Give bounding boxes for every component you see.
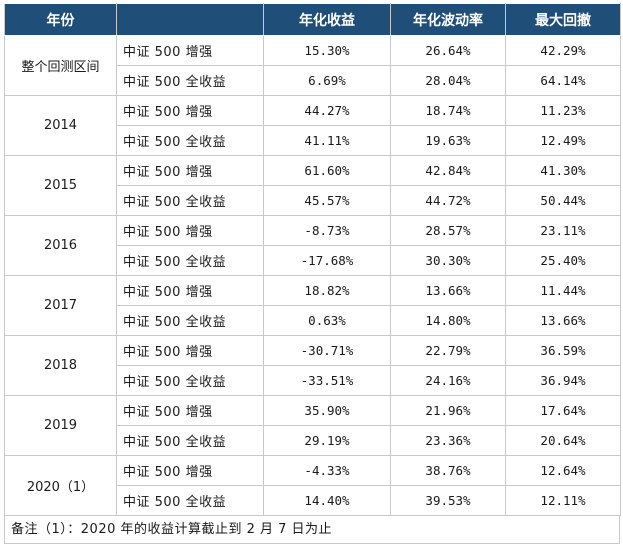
annual-return-cell: 18.82%: [263, 275, 391, 306]
annual-volatility-cell: 42.84%: [390, 155, 506, 186]
annual-volatility-cell: 21.96%: [390, 395, 506, 426]
annual-return-cell: -33.51%: [263, 365, 391, 396]
annual-volatility-cell: 13.66%: [390, 275, 506, 306]
table-row: 中证 500 全收益 6.69% 28.04% 64.14%: [5, 65, 621, 96]
fund-name-cell: 中证 500 全收益: [116, 305, 264, 336]
annual-return-cell: 14.40%: [263, 485, 391, 516]
period-cell: 2020（1）: [4, 455, 117, 516]
annual-volatility-cell: 30.30%: [390, 245, 506, 276]
table-row: 2020（1） 中证 500 增强 -4.33% 38.76% 12.64%: [4, 455, 621, 516]
table-row: 整个回测区间 中证 500 增强 15.30% 26.64% 42.29%: [4, 35, 621, 96]
fund-name-cell: 中证 500 增强: [116, 335, 264, 366]
table-body: 整个回测区间 中证 500 增强 15.30% 26.64% 42.29% 中证 500 …: [4, 35, 621, 516]
fund-name-cell: 中证 500 增强: [116, 455, 264, 486]
max-drawdown-cell: 64.14%: [505, 65, 621, 96]
table-row: 中证 500 全收益 45.57% 44.72% 50.44%: [5, 185, 621, 216]
annual-volatility-cell: 44.72%: [390, 185, 506, 216]
fund-name-cell: 中证 500 增强: [116, 395, 264, 426]
annual-volatility-cell: 38.76%: [390, 455, 506, 486]
period-cell: 2019: [4, 395, 117, 456]
fund-name-cell: 中证 500 全收益: [116, 365, 264, 396]
max-drawdown-cell: 12.11%: [505, 485, 621, 516]
annual-return-cell: 29.19%: [263, 425, 391, 456]
header-max-drawdown: 最大回撤: [505, 3, 621, 36]
table-row: 中证 500 全收益 41.11% 19.63% 12.49%: [5, 125, 621, 156]
annual-return-cell: -8.73%: [263, 215, 391, 246]
header-annual-return: 年化收益: [263, 3, 391, 36]
fund-name-cell: 中证 500 增强: [116, 155, 264, 186]
period-cell: 整个回测区间: [4, 35, 117, 96]
max-drawdown-cell: 36.94%: [505, 365, 621, 396]
fund-name-cell: 中证 500 全收益: [116, 425, 264, 456]
header-row: 年份 年化收益 年化波动率 最大回撤: [4, 3, 621, 36]
annual-volatility-cell: 26.64%: [390, 35, 506, 66]
annual-return-cell: 15.30%: [263, 35, 391, 66]
annual-volatility-cell: 22.79%: [390, 335, 506, 366]
period-cell: 2018: [4, 335, 117, 396]
fund-name-cell: 中证 500 全收益: [116, 485, 264, 516]
annual-volatility-cell: 19.63%: [390, 125, 506, 156]
table-row: 中证 500 全收益 -33.51% 24.16% 36.94%: [5, 365, 621, 396]
table-row: 2018 中证 500 增强 -30.71% 22.79% 36.59%: [4, 335, 621, 396]
period-cell: 2017: [4, 275, 117, 336]
table-row: 中证 500 全收益 14.40% 39.53% 12.11%: [5, 485, 621, 516]
max-drawdown-cell: 20.64%: [505, 425, 621, 456]
annual-return-cell: 6.69%: [263, 65, 391, 96]
performance-table-container: 年份 年化收益 年化波动率 最大回撤 整个回测区间 中证 500 增强 15.30%…: [4, 3, 621, 544]
max-drawdown-cell: 12.49%: [505, 125, 621, 156]
header-annual-volatility: 年化波动率: [390, 3, 506, 36]
max-drawdown-cell: 13.66%: [505, 305, 621, 336]
annual-return-cell: 35.90%: [263, 395, 391, 426]
fund-name-cell: 中证 500 全收益: [116, 65, 264, 96]
annual-return-cell: 0.63%: [263, 305, 391, 336]
table-row: 中证 500 全收益 0.63% 14.80% 13.66%: [5, 305, 621, 336]
table-row: 2017 中证 500 增强 18.82% 13.66% 11.44%: [4, 275, 621, 336]
table-row: 中证 500 全收益 -17.68% 30.30% 25.40%: [5, 245, 621, 276]
max-drawdown-cell: 25.40%: [505, 245, 621, 276]
annual-return-cell: 45.57%: [263, 185, 391, 216]
table-row: 2015 中证 500 增强 61.60% 42.84% 41.30%: [4, 155, 621, 216]
table-row: 2019 中证 500 增强 35.90% 21.96% 17.64%: [4, 395, 621, 456]
annual-volatility-cell: 24.16%: [390, 365, 506, 396]
header-year: 年份: [4, 3, 117, 36]
period-cell: 2015: [4, 155, 117, 216]
max-drawdown-cell: 41.30%: [505, 155, 621, 186]
table-header: 年份 年化收益 年化波动率 最大回撤: [4, 3, 621, 36]
annual-volatility-cell: 18.74%: [390, 95, 506, 126]
annual-volatility-cell: 28.57%: [390, 215, 506, 246]
annual-return-cell: -17.68%: [263, 245, 391, 276]
footnote: 备注（1）：2020 年的收益计算截止到 2 月 7 日为止: [4, 516, 620, 544]
annual-return-cell: -4.33%: [263, 455, 391, 486]
annual-return-cell: 44.27%: [263, 95, 391, 126]
annual-volatility-cell: 23.36%: [390, 425, 506, 456]
fund-name-cell: 中证 500 全收益: [116, 185, 264, 216]
fund-name-cell: 中证 500 全收益: [116, 245, 264, 276]
max-drawdown-cell: 11.44%: [505, 275, 621, 306]
annual-return-cell: 41.11%: [263, 125, 391, 156]
max-drawdown-cell: 50.44%: [505, 185, 621, 216]
table-row: 2014 中证 500 增强 44.27% 18.74% 11.23%: [4, 95, 621, 156]
fund-name-cell: 中证 500 增强: [116, 35, 264, 66]
max-drawdown-cell: 17.64%: [505, 395, 621, 426]
max-drawdown-cell: 23.11%: [505, 215, 621, 246]
fund-name-cell: 中证 500 增强: [116, 275, 264, 306]
period-cell: 2014: [4, 95, 117, 156]
header-fund: [116, 3, 264, 36]
annual-return-cell: -30.71%: [263, 335, 391, 366]
max-drawdown-cell: 11.23%: [505, 95, 621, 126]
max-drawdown-cell: 36.59%: [505, 335, 621, 366]
max-drawdown-cell: 42.29%: [505, 35, 621, 66]
annual-volatility-cell: 28.04%: [390, 65, 506, 96]
performance-table: 年份 年化收益 年化波动率 最大回撤 整个回测区间 中证 500 增强 15.30%…: [4, 3, 621, 516]
table-row: 中证 500 全收益 29.19% 23.36% 20.64%: [5, 425, 621, 456]
annual-return-cell: 61.60%: [263, 155, 391, 186]
annual-volatility-cell: 14.80%: [390, 305, 506, 336]
fund-name-cell: 中证 500 全收益: [116, 125, 264, 156]
annual-volatility-cell: 39.53%: [390, 485, 506, 516]
max-drawdown-cell: 12.64%: [505, 455, 621, 486]
table-row: 2016 中证 500 增强 -8.73% 28.57% 23.11%: [4, 215, 621, 276]
fund-name-cell: 中证 500 增强: [116, 95, 264, 126]
period-cell: 2016: [4, 215, 117, 276]
fund-name-cell: 中证 500 增强: [116, 215, 264, 246]
